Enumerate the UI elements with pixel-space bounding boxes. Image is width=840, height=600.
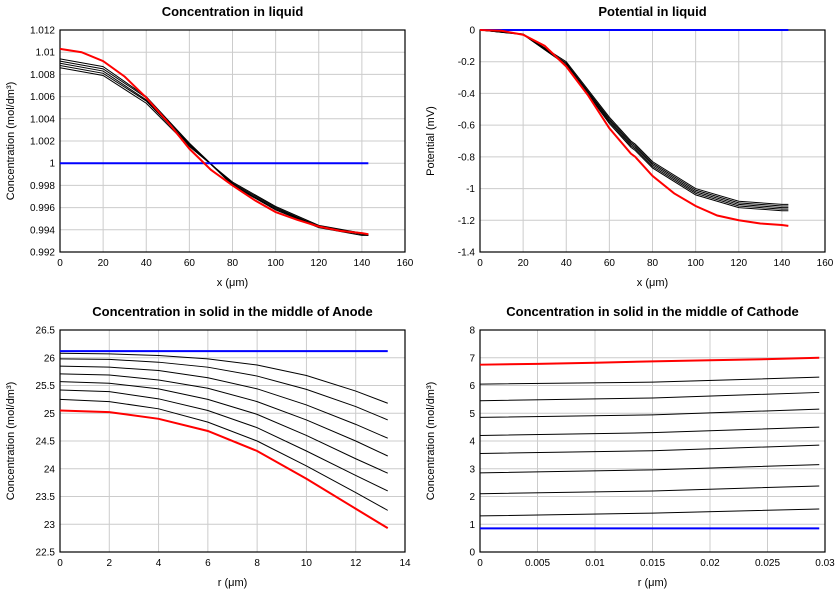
y-tick-label: 5 [469,409,475,420]
x-tick-label: 80 [647,258,659,269]
x-tick-label: 6 [205,558,211,569]
x-tick-label: 4 [156,558,162,569]
y-axis-label: Potential (mV) [425,106,437,176]
x-tick-label: 160 [817,258,834,269]
x-tick-label: 100 [687,258,704,269]
chart-svg: 0246810121422.52323.52424.52525.52626.5C… [0,300,420,600]
y-tick-label: 1 [469,520,475,531]
chart-title: Concentration in liquid [162,4,304,19]
y-tick-label: -0.4 [458,89,476,100]
x-tick-label: 0 [477,258,483,269]
chart-title: Concentration in solid in the middle of … [506,304,799,319]
y-tick-label: 1.008 [30,70,55,81]
y-tick-label: 0.994 [30,225,55,236]
panel-concentration-solid-anode: 0246810121422.52323.52424.52525.52626.5C… [0,300,420,600]
y-tick-label: 0.992 [30,248,55,259]
x-axis-label: r (μm) [638,577,668,589]
y-tick-label: -0.2 [458,57,476,68]
x-tick-label: 80 [227,258,239,269]
chart-svg: 0 20 40 60 80 100 120 140 160 0.992 0.994 0.996 0.99… [0,0,420,300]
x-tick-label: 160 [397,258,414,269]
y-tick-label: 24 [44,464,56,475]
x-tick-label: 140 [354,258,371,269]
y-tick-label: 3 [469,464,475,475]
x-tick-label: 100 [267,258,284,269]
y-tick-label: 8 [469,326,475,337]
y-axis-label: Concentration (mol/dm³) [5,382,17,501]
y-tick-label: -1.4 [458,248,476,259]
x-tick-label: 0 [477,558,483,569]
y-axis-label: Concentration (mol/dm³) [5,82,17,201]
chart-svg: 0 20 40 60 80 100 120 140 160 -1.4 -1.2 -1 -0.8 -0.6 -… [420,0,840,300]
chart-title: Concentration in solid in the middle of … [92,304,372,319]
y-tick-label: 26 [44,353,56,364]
chart-svg: 0 0.005 0.01 0.015 0.02 0.025 0.03 0 1 2 3 4 5 6 7 8 Con… [420,300,840,600]
x-tick-label: 20 [518,258,530,269]
x-tick-label: 2 [107,558,113,569]
x-tick-label: 0.01 [585,558,605,569]
y-tick-label: -0.8 [458,152,476,163]
y-tick-label: 23 [44,520,56,531]
panel-concentration-solid-cathode: 0 0.005 0.01 0.015 0.02 0.025 0.03 0 1 2 3 4 5 6 7 8 Con… [420,300,840,600]
y-tick-label: 6 [469,381,475,392]
x-tick-label: 20 [98,258,110,269]
x-tick-label: 120 [730,258,747,269]
x-axis-label: x (μm) [217,277,248,289]
figure-grid: 0204060801001201401600.9920.9940.9960.99… [0,0,840,600]
y-tick-label: 1.002 [30,137,55,148]
y-tick-label: 25.5 [36,381,56,392]
x-tick-label: 0.03 [815,558,835,569]
y-tick-label: -1.2 [458,216,476,227]
y-tick-label: 25 [44,409,56,420]
x-tick-label: 14 [399,558,411,569]
y-tick-label: 23.5 [36,492,56,503]
panel-concentration-liquid: 0 20 40 60 80 100 120 140 160 0.992 0.994 0.996 0.99… [0,0,420,300]
y-tick-label: 1.004 [30,114,55,125]
y-tick-label: 22.5 [36,548,56,559]
y-tick-label: 0 [469,548,475,559]
y-tick-label: 26.5 [36,326,56,337]
y-tick-label: 0 [469,26,475,37]
x-tick-label: 40 [141,258,153,269]
y-tick-label: 1.006 [30,92,55,103]
y-axis-label: Concentration (mol/dm³) [425,382,437,501]
y-tick-label: 7 [469,353,475,364]
x-tick-label: 120 [310,258,327,269]
x-tick-label: 8 [254,558,260,569]
x-tick-label: 0.005 [525,558,550,569]
x-tick-label: 0 [57,258,63,269]
x-tick-label: 12 [350,558,362,569]
panel-potential-liquid: 0 20 40 60 80 100 120 140 160 -1.4 -1.2 -1 -0.8 -0.6 -… [420,0,840,300]
y-tick-label: 0.998 [30,181,55,192]
y-tick-label: 1.012 [30,26,55,37]
y-tick-label: 4 [469,437,475,448]
x-tick-label: 0.02 [700,558,720,569]
y-tick-label: 2 [469,492,475,503]
x-axis-label: r (μm) [218,577,248,589]
x-tick-label: 40 [561,258,573,269]
x-tick-label: 0.015 [640,558,665,569]
y-tick-label: -0.6 [458,121,476,132]
y-tick-label: 0.996 [30,203,55,214]
y-tick-label: 24.5 [36,437,56,448]
x-tick-label: 0 [57,558,63,569]
x-tick-label: 60 [604,258,616,269]
y-tick-label: 1 [49,159,55,170]
x-tick-label: 60 [184,258,196,269]
x-tick-label: 140 [774,258,791,269]
chart-title: Potential in liquid [598,4,706,19]
x-axis-label: x (μm) [637,277,668,289]
y-tick-label: 1.01 [36,48,56,59]
x-tick-label: 0.025 [755,558,780,569]
y-tick-label: -1 [466,184,475,195]
x-tick-label: 10 [301,558,313,569]
